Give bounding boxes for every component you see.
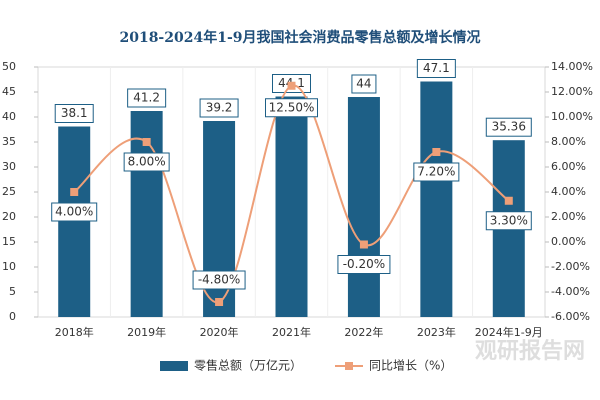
data-label-box — [265, 98, 318, 118]
bar — [58, 126, 91, 317]
data-label-box — [123, 152, 170, 172]
data-label-box — [54, 104, 94, 123]
watermark: 观研报告网 — [475, 339, 585, 364]
legend-label: 零售总额（万亿元） — [194, 358, 302, 373]
data-label: 47.1 — [423, 61, 450, 75]
y2-tick-label: -6.00% — [551, 310, 590, 323]
y2-tick-label: 2.00% — [551, 210, 586, 223]
y2-tick-label: 4.00% — [551, 185, 586, 198]
data-label: 7.20% — [417, 165, 455, 179]
line-marker — [432, 148, 441, 156]
data-label: 38.1 — [61, 106, 88, 120]
data-label-box — [127, 88, 167, 108]
x-tick-label: 2024年1-9月 — [475, 325, 543, 339]
x-tick-label: 2018年 — [55, 325, 94, 339]
line-marker — [70, 188, 79, 196]
data-label: 35.36 — [492, 120, 526, 134]
y-tick-label: 50 — [2, 60, 16, 73]
bar — [275, 96, 308, 317]
y-tick-label: 15 — [2, 235, 16, 248]
data-label-box — [192, 270, 246, 290]
y2-tick-label: 12.00% — [551, 85, 593, 98]
y2-tick-label: 6.00% — [551, 160, 586, 173]
legend-label: 同比增长（%） — [369, 359, 452, 373]
x-tick-label: 2022年 — [344, 325, 383, 339]
line-marker — [142, 138, 151, 146]
x-tick-label: 2020年 — [200, 325, 239, 339]
y-tick-label: 40 — [2, 110, 16, 123]
y2-tick-label: 8.00% — [551, 135, 586, 148]
data-label-box — [351, 74, 377, 94]
y-tick-label: 0 — [9, 310, 16, 323]
y2-tick-label: -2.00% — [551, 260, 590, 273]
line-marker — [504, 196, 513, 205]
legend-swatch — [345, 362, 353, 370]
data-label: 44 — [356, 77, 371, 91]
y-tick-label: 20 — [2, 210, 16, 223]
data-label-box — [51, 202, 98, 222]
y2-tick-label: 14.00% — [551, 60, 593, 73]
bar — [420, 81, 453, 317]
y-tick-label: 10 — [2, 260, 16, 273]
x-tick-label: 2021年 — [272, 325, 311, 339]
y-tick-label: 30 — [2, 160, 16, 173]
y-tick-label: 45 — [2, 85, 16, 98]
x-tick-label: 2019年 — [127, 325, 166, 339]
data-label-box — [485, 117, 532, 137]
line-marker — [215, 298, 224, 306]
x-tick-label: 2023年 — [417, 325, 456, 339]
data-label-box — [413, 162, 460, 182]
data-label: 41.2 — [133, 91, 160, 105]
y-tick-label: 5 — [9, 285, 16, 298]
data-label: -4.80% — [198, 273, 240, 287]
data-label: 4.00% — [55, 205, 93, 219]
line-marker — [287, 81, 296, 90]
data-label-box — [485, 211, 532, 231]
y2-tick-label: 10.00% — [551, 110, 593, 123]
data-label-box — [416, 59, 456, 78]
data-label: 3.30% — [490, 213, 528, 227]
data-label-box — [337, 255, 391, 274]
data-label: -0.20% — [343, 257, 385, 271]
chart-title: 2018-2024年1-9月我国社会消费品零售总额及增长情况 — [119, 29, 480, 46]
data-label: 12.50% — [269, 100, 315, 114]
legend-swatch — [160, 361, 188, 371]
y2-tick-label: -4.00% — [551, 285, 590, 298]
data-label-box — [199, 98, 239, 118]
bar — [347, 97, 380, 317]
data-label: 8.00% — [128, 155, 166, 169]
data-label: 39.2 — [206, 101, 233, 115]
line-marker — [359, 240, 368, 249]
y-tick-label: 35 — [2, 135, 16, 148]
y-tick-label: 25 — [2, 185, 16, 198]
y2-tick-label: 0.00% — [551, 235, 586, 248]
